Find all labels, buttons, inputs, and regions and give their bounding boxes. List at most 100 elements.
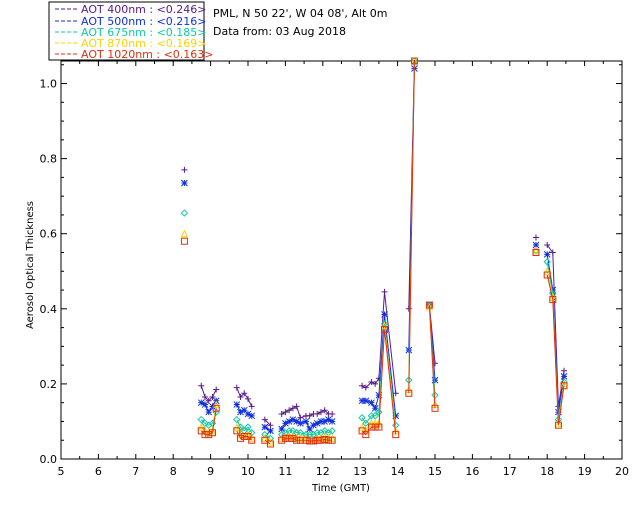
series-line: [428, 305, 436, 409]
data-point: [313, 436, 321, 444]
data-point: [278, 436, 286, 444]
x-tick-label: 6: [95, 465, 102, 478]
data-point: [205, 397, 212, 404]
series-line: [546, 274, 565, 426]
data-point: [549, 249, 556, 256]
legend-label-400nm: AOT 400nm : <0.246>: [81, 3, 207, 16]
data-point: [285, 432, 293, 440]
data-point: [560, 373, 568, 380]
series-aot-1020nm: [180, 57, 568, 448]
data-point: [240, 432, 248, 440]
data-point: [325, 416, 332, 423]
data-point: [321, 407, 328, 414]
data-point: [375, 391, 383, 399]
data-point: [554, 421, 562, 429]
data-point: [248, 436, 256, 444]
data-point: [306, 412, 313, 419]
x-tick-label: 10: [241, 465, 255, 478]
data-point: [358, 427, 366, 435]
data-point: [392, 431, 400, 439]
data-point: [544, 241, 551, 248]
legend-label-675nm: AOT 675nm : <0.185>: [81, 26, 207, 39]
data-point: [371, 404, 379, 412]
data-point: [362, 384, 369, 391]
data-point: [285, 418, 293, 425]
data-point: [362, 431, 370, 439]
x-axis-title: Time (GMT): [311, 483, 370, 494]
data-point: [302, 418, 310, 425]
data-point: [267, 422, 274, 429]
data-point: [329, 410, 336, 417]
data-point: [266, 437, 275, 446]
x-tick-label: 9: [207, 465, 214, 478]
data-point: [293, 436, 301, 444]
data-point: [426, 301, 433, 309]
data-point: [317, 418, 325, 425]
data-point: [371, 419, 379, 427]
data-point: [317, 409, 324, 416]
data-point: [367, 419, 376, 427]
data-point: [181, 166, 188, 173]
data-point: [278, 410, 285, 417]
data-point: [209, 403, 216, 410]
data-point: [543, 258, 551, 266]
y-tick-label: 1.0: [40, 78, 58, 91]
data-point: [405, 389, 413, 397]
data-point: [213, 386, 220, 393]
data-point: [285, 434, 293, 442]
x-tick-label: 15: [428, 465, 442, 478]
data-point: [233, 415, 241, 424]
data-point: [362, 419, 370, 428]
y-tick-label: 0.4: [40, 303, 58, 316]
data-point: [289, 405, 296, 412]
data-point: [201, 394, 208, 401]
data-point: [532, 246, 540, 255]
data-point: [180, 229, 189, 238]
data-point: [368, 399, 375, 407]
data-point: [180, 237, 188, 245]
data-point: [375, 423, 383, 431]
data-point: [237, 408, 244, 416]
data-point: [381, 311, 388, 318]
data-point: [289, 432, 297, 440]
data-point: [282, 419, 289, 427]
data-point: [532, 248, 540, 256]
data-point: [245, 395, 251, 402]
data-point: [197, 415, 205, 424]
data-point: [372, 380, 379, 387]
series-line: [361, 325, 397, 432]
data-point: [244, 410, 252, 418]
data-point: [321, 418, 329, 425]
data-point: [198, 382, 205, 389]
data-point: [381, 325, 389, 333]
data-point: [237, 394, 244, 401]
data-point: [208, 426, 217, 435]
data-point: [244, 423, 252, 431]
data-point: [201, 401, 209, 408]
data-point: [405, 305, 412, 312]
data-point: [293, 418, 300, 425]
data-point: [278, 425, 286, 433]
data-point: [281, 432, 290, 440]
data-point: [289, 416, 297, 423]
x-tick-label: 8: [170, 465, 177, 478]
data-point: [197, 399, 205, 407]
data-point: [328, 436, 336, 444]
data-point: [309, 437, 317, 445]
data-point: [328, 427, 336, 435]
data-point: [208, 429, 216, 437]
legend-label-1020nm: AOT 1020nm : <0.163>: [81, 48, 214, 61]
data-point: [289, 434, 297, 442]
data-point: [212, 404, 220, 412]
data-point: [261, 436, 269, 444]
data-point: [297, 419, 304, 427]
data-point: [244, 430, 252, 439]
data-point: [313, 419, 321, 427]
x-tick-label: 13: [353, 465, 367, 478]
data-point: [560, 382, 568, 390]
data-point: [248, 403, 255, 410]
data-point: [431, 376, 439, 384]
data-point: [371, 423, 379, 431]
